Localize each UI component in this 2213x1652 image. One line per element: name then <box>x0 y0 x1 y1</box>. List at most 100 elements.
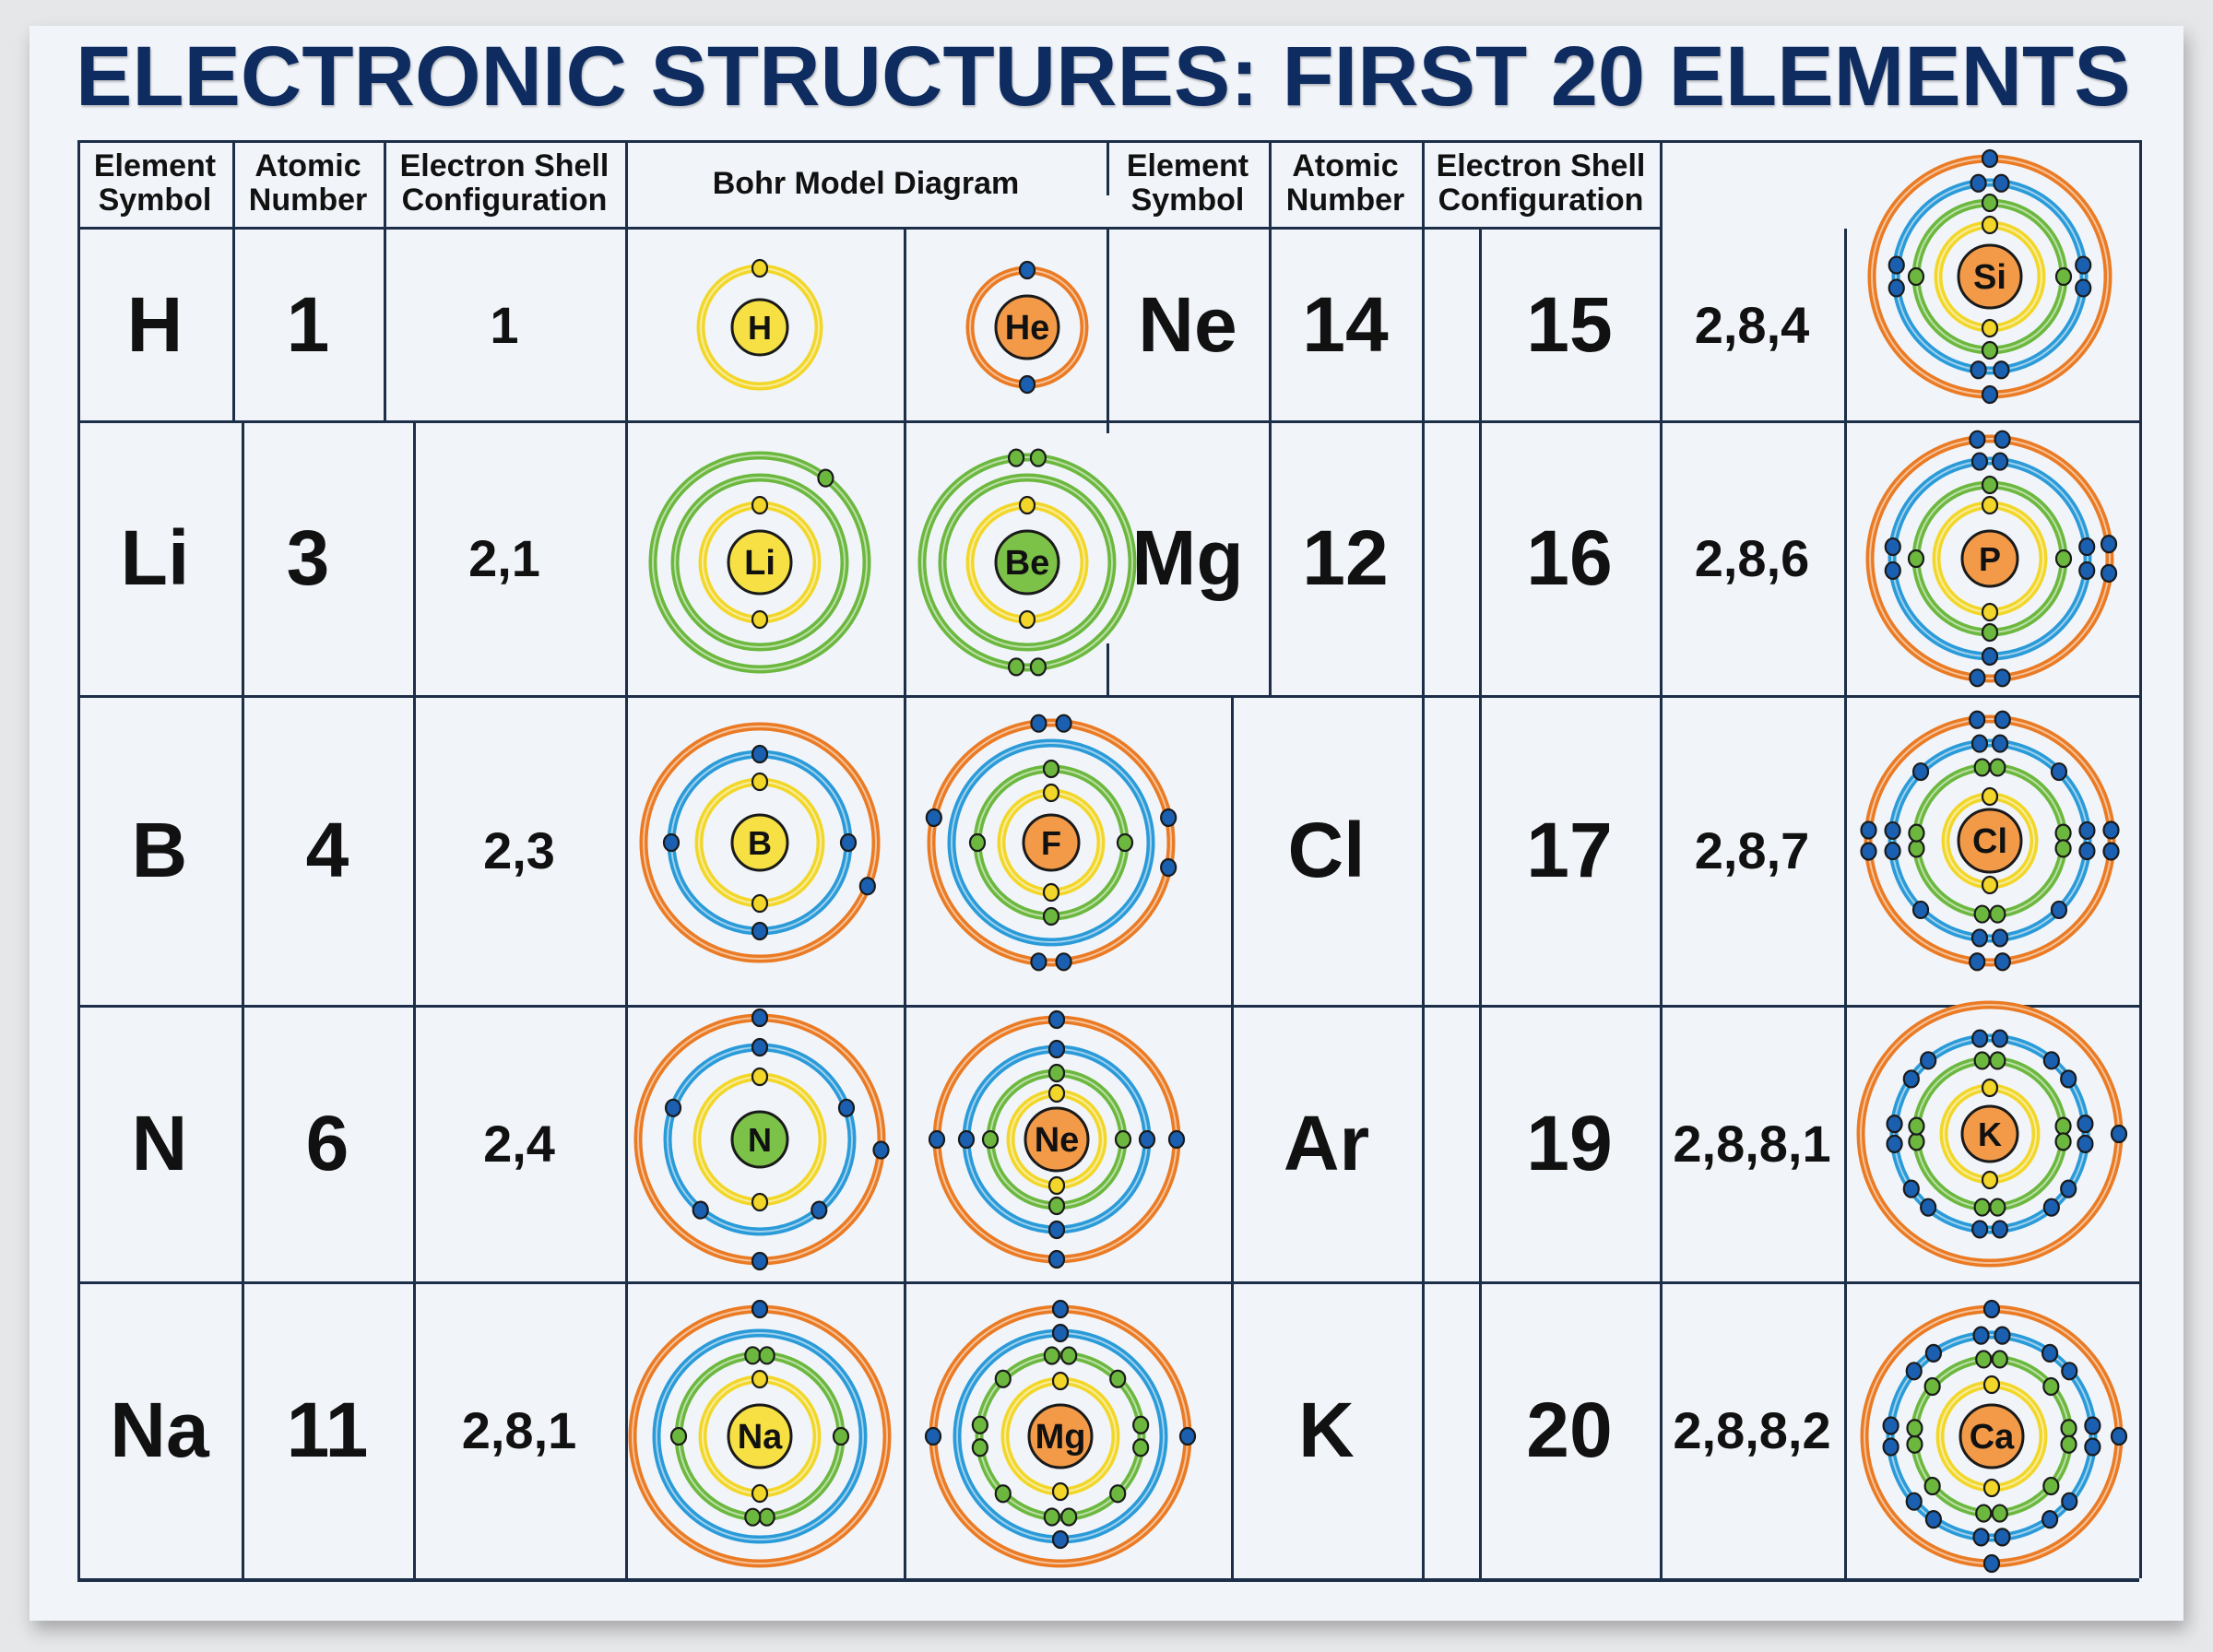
nucleus-label: Ne <box>1035 1121 1080 1160</box>
electron-dot <box>832 1426 850 1446</box>
electron-dot <box>1160 808 1178 828</box>
atomic-number-left: 11 <box>286 1386 369 1473</box>
nucleus-label: K <box>1978 1115 2002 1153</box>
electron-dot <box>1969 710 1986 729</box>
electron-dot <box>2060 1069 2077 1089</box>
electron-dot <box>669 1426 688 1446</box>
electron-dot <box>1971 1220 1989 1239</box>
col-divider <box>1660 140 1663 1578</box>
bohr-diagram-k: K <box>1856 1000 2128 1268</box>
electron-dot <box>1981 148 1999 169</box>
electron-dot <box>1114 1129 1132 1150</box>
electron-dot <box>1924 1343 1943 1363</box>
electron-dot <box>2078 537 2096 557</box>
electron-dot <box>751 1483 769 1504</box>
electron-dot <box>839 832 858 853</box>
electron-dot <box>1923 1476 1941 1496</box>
electron-dot <box>1882 1437 1899 1457</box>
electron-dot <box>751 1369 769 1389</box>
electron-dot <box>1994 668 2011 688</box>
header-electron-config-right: Electron Shell Configuration <box>1436 148 1646 218</box>
electron-dot <box>751 609 769 630</box>
col-divider <box>242 695 244 1578</box>
electron-dot <box>2054 839 2072 858</box>
electron-dot <box>1920 1198 1937 1217</box>
electron-dot <box>1047 1083 1066 1103</box>
electron-dot <box>1908 823 1925 843</box>
electron-dot <box>1982 1478 2001 1498</box>
electron-dot <box>1981 646 1999 667</box>
electron-dot <box>2061 1492 2078 1511</box>
electron-dot <box>2102 842 2120 861</box>
element-symbol-left: Na <box>110 1386 209 1473</box>
bohr-diagram-f: F <box>925 714 1178 972</box>
electron-dot <box>1908 839 1925 858</box>
electron-dot <box>2042 1476 2060 1496</box>
nucleus-label: P <box>1979 540 2001 578</box>
electron-dot <box>2042 1376 2060 1397</box>
nucleus-label: N <box>748 1121 772 1159</box>
electron-dot <box>1972 1326 1990 1345</box>
nucleus <box>1024 1106 1090 1173</box>
electron-dot <box>751 1008 769 1028</box>
electron-dot <box>692 1200 709 1220</box>
nucleus-label: Cl <box>1972 822 2007 861</box>
electron-dot <box>1906 1419 1923 1438</box>
electron-dot <box>751 258 769 278</box>
electron-config-right: 2,8,8,2 <box>1673 1400 1831 1459</box>
row-divider-4 <box>77 1281 2139 1284</box>
electron-dot <box>1993 173 2010 193</box>
electron-dot <box>1167 1129 1186 1150</box>
electron-config-right: 2,8,8,1 <box>1673 1114 1831 1173</box>
nucleus <box>1957 808 2023 874</box>
electron-dot <box>1132 1438 1150 1457</box>
electron-dot <box>662 832 680 853</box>
nucleus <box>730 298 789 357</box>
header-electron-config: Electron Shell Configuration <box>399 148 609 218</box>
atomic-number-right: 14 <box>1302 280 1389 368</box>
electron-dot <box>1906 1434 1923 1454</box>
electron-dot <box>811 1200 828 1220</box>
atomic-number-left: 1 <box>286 280 330 368</box>
nucleus <box>730 813 789 872</box>
electron-dot <box>1042 906 1060 926</box>
atomic-number-left: 6 <box>305 1099 349 1186</box>
shell-highlight <box>1867 718 2112 963</box>
element-symbol-right: Ar <box>1283 1099 1370 1186</box>
bohr-diagram-ca: Ca <box>1860 1299 2128 1574</box>
electron-dot <box>2078 560 2096 581</box>
nucleus-label: Ca <box>1970 1418 2015 1457</box>
electron-dot <box>1042 882 1060 903</box>
electron-dot <box>2061 1362 2078 1381</box>
electron-dot <box>1018 374 1036 395</box>
electron-dot <box>1991 1029 2008 1048</box>
electron-dot <box>1989 1051 2006 1070</box>
page-title: ELECTRONIC STRUCTURES: FIRST 20 ELEMENTS <box>76 26 2141 127</box>
atomic-number-right-2: 15 <box>1526 280 1613 368</box>
electron-dot <box>971 1438 988 1457</box>
col-divider <box>1844 229 1847 1578</box>
electron-dot <box>1886 1134 1903 1153</box>
bohr-diagram-ne: Ne <box>928 1009 1186 1269</box>
electron-dot <box>1991 1220 2008 1239</box>
bohr-diagram-he: He <box>965 260 1089 395</box>
nucleus <box>1957 243 2023 310</box>
header-bohr-model: Bohr Model Diagram <box>712 165 1020 201</box>
element-symbol-left: Li <box>120 513 190 601</box>
bohr-diagram-h: H <box>696 258 823 391</box>
electron-dot <box>2078 841 2096 861</box>
electron-dot <box>1884 841 1901 861</box>
electron-dot <box>1991 928 2009 948</box>
electron-dot <box>2110 1124 2128 1144</box>
electron-dot <box>1920 1051 1937 1070</box>
electron-dot <box>2077 1115 2094 1134</box>
electron-dot <box>1907 266 1925 287</box>
electron-dot <box>1924 1510 1943 1529</box>
nucleus <box>1960 529 2019 588</box>
electron-dot <box>1970 928 1989 948</box>
electron-dot <box>2060 1419 2077 1438</box>
nucleus-label: Si <box>1973 258 2006 297</box>
header-atomic-number-right: Atomic Number <box>1285 148 1405 218</box>
header-atomic-number: Atomic Number <box>248 148 368 218</box>
nucleus-label: Be <box>1005 544 1050 583</box>
